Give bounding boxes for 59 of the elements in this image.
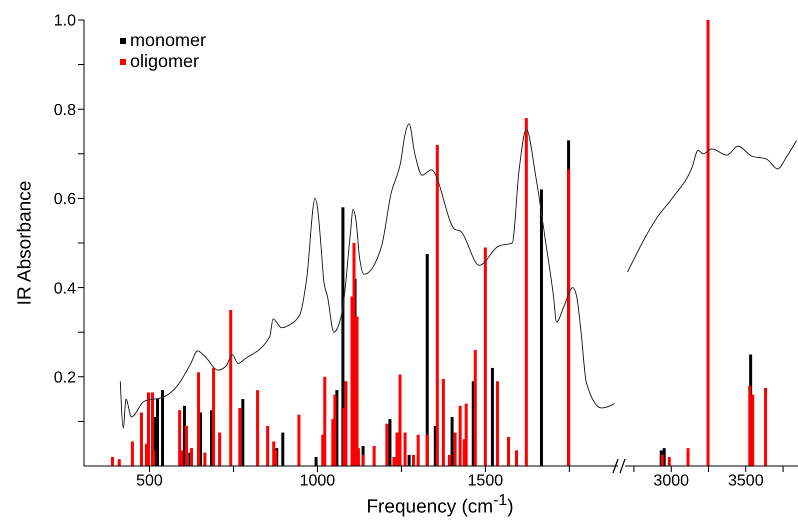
- bar: [130, 441, 134, 466]
- bar: [111, 457, 114, 466]
- bar: [229, 310, 232, 466]
- bar: [372, 446, 376, 466]
- x-axis-title: Frequency (cm$^{-1}$): [365, 492, 515, 518]
- bar: [218, 432, 222, 466]
- bar: [458, 406, 462, 466]
- x-tick-label: 3000: [653, 472, 690, 490]
- y-tick-label: 1.0: [54, 12, 76, 30]
- bar: [748, 386, 752, 466]
- y-tick-label: 0.8: [54, 102, 76, 119]
- bar: [484, 247, 487, 466]
- bar: [496, 381, 499, 466]
- bar: [442, 379, 445, 466]
- bar: [352, 243, 356, 466]
- bar: [515, 450, 518, 466]
- bar: [184, 426, 188, 466]
- bar: [454, 432, 457, 466]
- bar: [448, 454, 451, 466]
- bar: [706, 20, 710, 466]
- bar: [764, 388, 768, 466]
- bar: [686, 448, 690, 466]
- y-tick-label: 0.2: [54, 369, 76, 386]
- y-tick-label: 0.6: [54, 191, 76, 208]
- bar: [297, 414, 300, 466]
- bar: [118, 459, 121, 466]
- bar: [238, 408, 242, 466]
- bar: [146, 392, 150, 466]
- bar: [344, 381, 348, 466]
- legend-label: oligomer: [130, 51, 200, 71]
- x-tick-label: 3500: [728, 472, 764, 490]
- bar: [197, 372, 200, 466]
- bar: [660, 454, 664, 466]
- y-axis-title: IR Absorbance: [14, 180, 36, 306]
- bar: [464, 404, 468, 466]
- y-tick-label: 0.4: [54, 280, 76, 298]
- bar: [506, 437, 510, 466]
- bar: [426, 434, 429, 466]
- bar: [436, 144, 439, 466]
- bar: [212, 368, 216, 466]
- bar: [398, 374, 402, 466]
- bar: [404, 432, 407, 466]
- bar: [266, 426, 270, 466]
- bar: [203, 452, 206, 466]
- bar: [474, 350, 477, 466]
- bar: [190, 448, 193, 466]
- bar: [140, 412, 143, 466]
- line-series: [120, 123, 616, 429]
- legend-label: monomer: [130, 30, 206, 50]
- bar: [524, 118, 528, 466]
- bar: [333, 394, 336, 466]
- x-tick-label: 1500: [468, 472, 504, 490]
- x-tick-label: 1000: [300, 472, 336, 490]
- bar: [668, 457, 671, 466]
- x-tick-label: 500: [136, 472, 163, 490]
- bar: [256, 390, 260, 466]
- bar: [323, 376, 326, 466]
- bar: [178, 410, 182, 466]
- bar: [385, 424, 388, 466]
